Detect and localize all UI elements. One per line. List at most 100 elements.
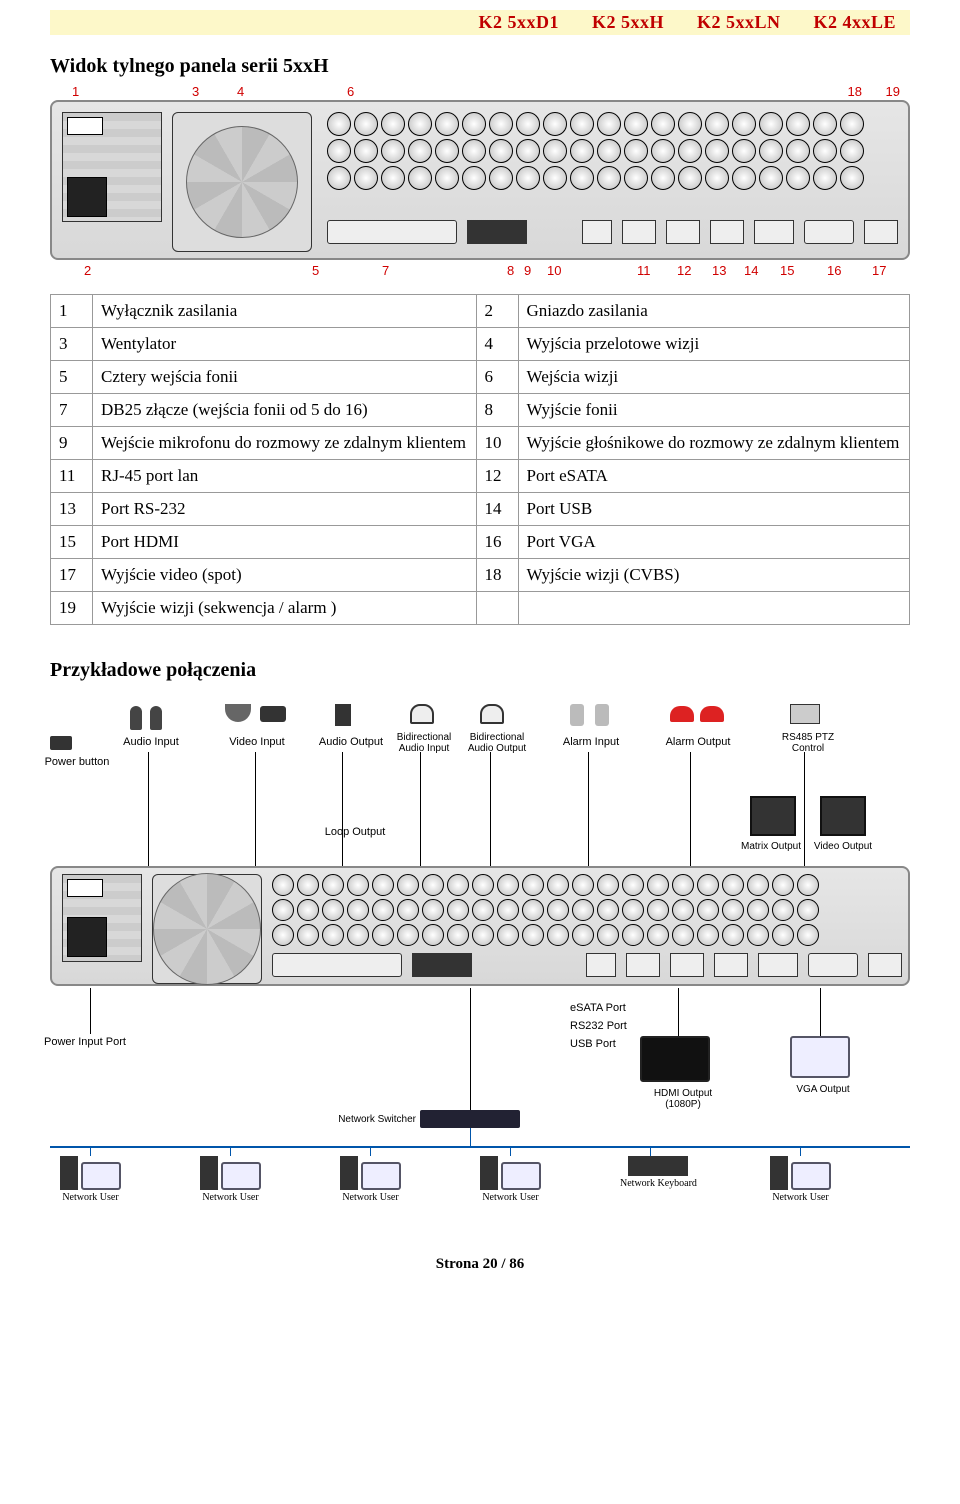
cell-num: 4 — [476, 328, 518, 361]
wire — [148, 752, 149, 866]
cell-num: 18 — [476, 559, 518, 592]
callout-7: 7 — [382, 263, 389, 278]
cell-text: Port VGA — [518, 526, 909, 559]
cell-text: Wejścia wizji — [518, 361, 909, 394]
hdmi-port-icon — [754, 220, 794, 244]
psu-block — [62, 112, 162, 222]
netuser-2: Network User — [342, 1192, 398, 1203]
callout-9: 9 — [524, 263, 531, 278]
label-alarm-output: Alarm Output — [658, 736, 738, 748]
cell-num: 14 — [476, 493, 518, 526]
label-network-switcher: Network Switcher — [320, 1114, 416, 1125]
label-vga-output: VGA Output — [786, 1084, 860, 1095]
callout-3: 3 — [192, 84, 199, 99]
cell-num: 7 — [51, 394, 93, 427]
label-alarm-input: Alarm Input — [556, 736, 626, 748]
sensor-icon — [570, 704, 584, 726]
callout-17: 17 — [872, 263, 886, 278]
table-row: 15Port HDMI16Port VGA — [51, 526, 910, 559]
cell-num: 5 — [51, 361, 93, 394]
cell-num: 19 — [51, 592, 93, 625]
alarm-out-icon — [670, 706, 694, 722]
label-hdmi-output: HDMI Output (1080P) — [638, 1088, 728, 1110]
esata-port-icon — [622, 220, 656, 244]
callout-15: 15 — [780, 263, 794, 278]
cell-text: Port HDMI — [93, 526, 477, 559]
table-row: 3Wentylator4Wyjścia przelotowe wizji — [51, 328, 910, 361]
table-row: 11RJ-45 port lan12Port eSATA — [51, 460, 910, 493]
db25-port-icon — [327, 220, 457, 244]
netuser-3: Network User — [482, 1192, 538, 1203]
connection-diagram: Power button Audio Input Video Input Aud… — [50, 696, 910, 1236]
cell-text: Cztery wejścia fonii — [93, 361, 477, 394]
callout-1: 1 — [72, 84, 79, 99]
label-power-button: Power button — [44, 756, 110, 768]
cell-num: 15 — [51, 526, 93, 559]
ports-row — [327, 212, 898, 252]
cell-num: 13 — [51, 493, 93, 526]
netkbd: Network Keyboard — [620, 1178, 697, 1189]
cell-num: 16 — [476, 526, 518, 559]
cell-num: 3 — [51, 328, 93, 361]
spot-port-icon — [864, 220, 898, 244]
netuser-1: Network User — [202, 1192, 258, 1203]
table-row: 19Wyjście wizji (sekwencja / alarm ) — [51, 592, 910, 625]
section2-title: Przykładowe połączenia — [50, 659, 910, 682]
netuser-4: Network User — [772, 1192, 828, 1203]
box-cam-icon — [260, 706, 286, 722]
callout-5: 5 — [312, 263, 319, 278]
cell-text: Port eSATA — [518, 460, 909, 493]
table-row: 1Wyłącznik zasilania2Gniazdo zasilania — [51, 295, 910, 328]
table-row: 17Wyjście video (spot)18Wyjście wizji (C… — [51, 559, 910, 592]
cell-text: Wyjście głośnikowe do rozmowy ze zdalnym… — [518, 427, 909, 460]
callout-14: 14 — [744, 263, 758, 278]
table-row: 5Cztery wejścia fonii6Wejścia wizji — [51, 361, 910, 394]
label-bi-audio-in: Bidirectional Audio Input — [386, 732, 462, 754]
mic-icon — [130, 706, 142, 730]
label-power-input: Power Input Port — [44, 1036, 154, 1048]
callout-11: 11 — [637, 263, 651, 278]
rear-panel-2 — [50, 866, 910, 986]
cell-num: 12 — [476, 460, 518, 493]
callout-8: 8 — [507, 263, 514, 278]
callout-10: 10 — [547, 263, 561, 278]
label-matrix-output: Matrix Output — [734, 841, 808, 852]
rs485-box-icon — [790, 704, 820, 724]
rs232-port-icon — [666, 220, 700, 244]
callout-2: 2 — [84, 263, 91, 278]
audio-port-icon — [467, 220, 527, 244]
vga-port-icon — [804, 220, 854, 244]
callout-13: 13 — [712, 263, 726, 278]
cell-text: Wyjścia przelotowe wizji — [518, 328, 909, 361]
sensor2-icon — [595, 704, 609, 726]
label-usb: USB Port — [570, 1038, 650, 1050]
cell-num: 9 — [51, 427, 93, 460]
cell-text: Wyjście wizji (sekwencja / alarm ) — [93, 592, 477, 625]
port-reference-table: 1Wyłącznik zasilania2Gniazdo zasilania3W… — [50, 294, 910, 625]
callout-12: 12 — [677, 263, 691, 278]
cell-text: Wyłącznik zasilania — [93, 295, 477, 328]
cell-text: Gniazdo zasilania — [518, 295, 909, 328]
model-2: K2 5xxLN — [697, 12, 781, 32]
power-socket-icon — [67, 177, 107, 217]
mic2-icon — [150, 706, 162, 730]
callout-6: 6 — [347, 84, 354, 99]
headphones-icon — [410, 704, 434, 724]
vga-monitor-icon — [790, 1036, 850, 1078]
cell-num: 10 — [476, 427, 518, 460]
switch-icon — [420, 1110, 520, 1128]
cell-text — [518, 592, 909, 625]
headphones2-icon — [480, 704, 504, 724]
speaker-icon — [335, 704, 351, 726]
callout-19: 19 — [886, 84, 900, 99]
cell-text: Port RS-232 — [93, 493, 477, 526]
model-0: K2 5xxD1 — [478, 12, 559, 32]
label-rs485: RS485 PTZ Control — [766, 732, 850, 754]
cell-text: Wejście mikrofonu do rozmowy ze zdalnym … — [93, 427, 477, 460]
cell-num: 2 — [476, 295, 518, 328]
label-audio-input: Audio Input — [116, 736, 186, 748]
cell-num — [476, 592, 518, 625]
callout-16: 16 — [827, 263, 841, 278]
table-row: 7DB25 złącze (wejścia fonii od 5 do 16)8… — [51, 394, 910, 427]
cell-num: 17 — [51, 559, 93, 592]
